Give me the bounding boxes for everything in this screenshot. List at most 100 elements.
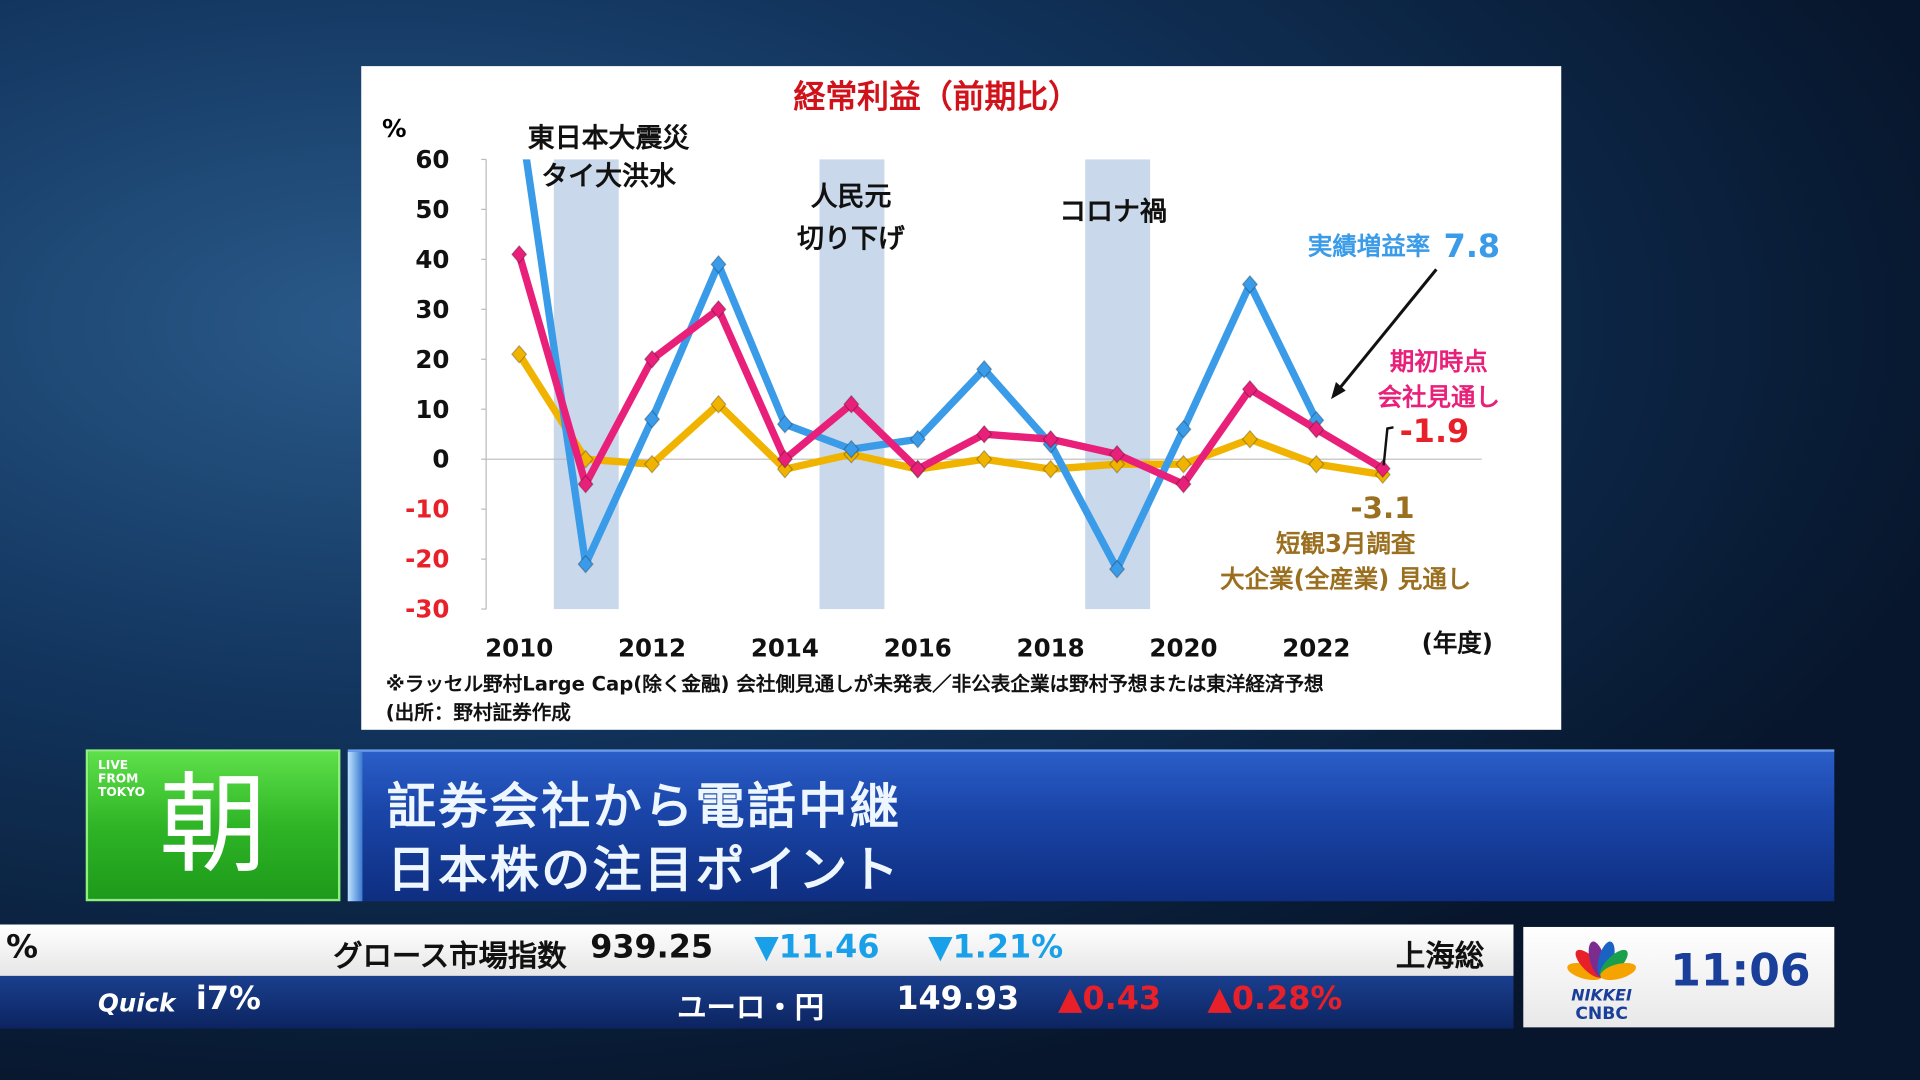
data-point [511,344,528,364]
data-point [1108,454,1126,474]
gold-series-label2: 大企業(全産業) 見通し [1220,565,1471,594]
y-tick-label: -20 [405,545,449,574]
data-point [643,454,661,474]
headline-line1: 証券会社から電話中継 [386,778,902,836]
gold-series-value: -3.1 [1350,491,1414,525]
pink-callout-line [1382,426,1394,466]
data-point [577,554,594,574]
ticker-index-change-pct: ▼1.21% [928,929,1064,967]
pink-series-label2: 会社見通し [1378,382,1500,411]
data-point [776,414,794,434]
channel-logo-box: NIKKEI CNBC 11:06 [1523,926,1835,1028]
y-tick-label: 10 [415,395,449,424]
arrow-line [1333,268,1438,396]
data-point [511,244,528,264]
gold-series-label1: 短観3月調査 [1276,529,1416,558]
x-tick-label: 2012 [618,633,686,662]
data-point [1108,559,1126,579]
x-axis-unit: (年度) [1422,628,1493,657]
x-tick-label: 2020 [1149,633,1217,662]
data-point [1374,459,1391,479]
program-name: 朝 [159,761,267,888]
data-point [710,394,727,414]
headline-banner: 証券会社から電話中継 日本株の注目ポイント [347,749,1835,902]
y-tick-label: 20 [415,345,449,374]
ticker-fx-name: ユーロ・円 [677,990,825,1025]
x-tick-label: 2016 [884,633,952,662]
data-point [776,449,794,469]
y-tick-label: -10 [405,495,449,524]
logo-nikkei: NIKKEI [1571,985,1632,1004]
data-point [1175,454,1192,474]
arrow-head [1331,382,1346,400]
y-tick-label: 30 [415,295,449,324]
pink-series-label1: 期初時点 [1390,347,1488,376]
clock: 11:06 [1670,946,1811,997]
data-point [976,449,993,469]
quick-logo: Quick [97,988,176,1018]
ticker-fx-value: 149.93 [896,980,1020,1018]
y-axis-unit: % [382,114,407,143]
data-point [1042,429,1059,449]
nbc-peacock-icon: NIKKEI CNBC [1567,941,1637,1023]
blue-series-label: 実績増益率 [1308,232,1430,261]
y-tick-label: -30 [405,595,449,624]
source-note: (出所：野村証券作成 [386,701,572,724]
live-from-tokyo: LIVE FROM TOKYO [98,759,145,799]
data-point [976,359,993,379]
data-point [577,474,594,494]
ticker-index-change: ▼11.46 [754,929,880,967]
data-point [1042,459,1059,479]
series-2 [511,344,1391,485]
data-point [1308,419,1325,439]
data-point [1241,379,1259,399]
x-tick-label: 2010 [485,633,553,662]
annotation-2011-line2: タイ大洪水 [541,161,677,192]
series-1 [511,244,1391,494]
data-point [1308,454,1325,474]
ticker-fx-change-pct: ▲0.28% [1207,980,1343,1018]
data-point [776,459,794,479]
data-point [1241,429,1259,449]
data-point [643,349,661,369]
data-point [909,429,926,449]
data-point [710,254,727,274]
ticker-top: % グロース市場指数 939.25 ▼11.46 ▼1.21% 上海総 [0,924,1514,976]
data-point [909,459,926,479]
annotation-2019: コロナ禍 [1059,196,1167,227]
y-tick-label: 60 [415,145,449,174]
pink-series-value: -1.9 [1400,412,1470,450]
shaded-band-2011 [553,159,619,610]
ticker-index-value: 939.25 [590,929,714,967]
data-point [1175,419,1192,439]
data-point [1175,474,1192,494]
ticker-prev-pct: % [6,929,39,967]
data-point [976,424,993,444]
data-point [710,299,727,319]
y-tick-label: 50 [415,195,449,224]
y-tick-label: 0 [432,445,449,474]
data-point [843,439,860,459]
data-point [512,101,527,118]
data-point [1241,274,1259,294]
blue-series-value: 7.8 [1444,227,1500,265]
ticker-fx-change: ▲0.43 [1057,980,1162,1018]
data-point [643,409,661,429]
series-line-2 [516,352,1384,479]
footnote: ※ラッセル野村Large Cap(除く金融) 会社側見通しが未発表／非公表企業は… [386,673,1324,696]
y-tick-label: 40 [415,245,449,274]
chart-title: 経常利益（前期比） [794,78,1080,116]
x-tick-label: 2022 [1282,633,1350,662]
annotation-2015-line1: 人民元 [811,182,892,213]
ticker-index-name: グロース市場指数 [333,939,567,974]
banner-stripe [347,751,363,902]
chart-panel: 60 50 40 30 20 10 0 -10 -20 -30 2010 2012 2014 2016 20… [361,66,1562,730]
logo-cnbc: CNBC [1575,1004,1628,1023]
ticker-prev-pct: i7% [195,980,261,1018]
shaded-band-2015 [819,159,885,610]
program-badge: LIVE FROM TOKYO 朝 [85,749,341,902]
ticker-next-item: 上海総 [1395,939,1485,974]
ticker-bottom: Quick i7% ユーロ・円 149.93 ▲0.43 ▲0.28% [0,975,1514,1029]
